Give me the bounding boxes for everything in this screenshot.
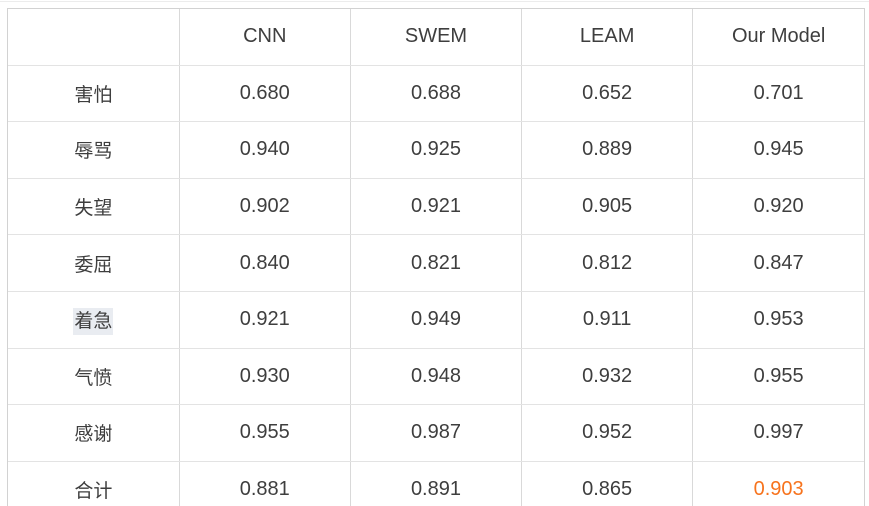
total-row: 合计 0.881 0.891 0.865 0.903 (8, 461, 864, 506)
row-label: 气愤 (8, 348, 180, 406)
table-row: 气愤 0.930 0.948 0.932 0.955 (8, 348, 864, 406)
cell-value: 0.905 (521, 178, 694, 236)
cell-value: 0.920 (692, 178, 864, 236)
results-table: CNN SWEM LEAM Our Model 害怕 0.680 0.688 0… (7, 8, 865, 506)
page-top-divider (0, 1, 869, 2)
cell-value: 0.955 (179, 404, 351, 462)
cell-value: 0.997 (692, 404, 864, 462)
corner-cell (8, 9, 180, 66)
cell-value: 0.889 (521, 121, 694, 179)
column-header-swem: SWEM (350, 9, 523, 66)
cell-value: 0.945 (692, 121, 864, 179)
table-row: 委屈 0.840 0.821 0.812 0.847 (8, 234, 864, 292)
row-label-text-highlighted: 着急 (73, 308, 114, 336)
row-label-text: 委屈 (74, 254, 113, 276)
cell-value: 0.940 (179, 121, 351, 179)
table-row: 感谢 0.955 0.987 0.952 0.997 (8, 404, 864, 462)
cell-value: 0.840 (179, 234, 351, 292)
cell-value: 0.911 (521, 291, 694, 349)
row-label-text: 气愤 (74, 367, 113, 389)
cell-value: 0.921 (350, 178, 523, 236)
cell-value: 0.949 (350, 291, 523, 349)
cell-value: 0.881 (179, 461, 351, 506)
row-label: 辱骂 (8, 121, 180, 179)
cell-value: 0.930 (179, 348, 351, 406)
row-label: 感谢 (8, 404, 180, 462)
cell-value: 0.955 (692, 348, 864, 406)
cell-value: 0.952 (521, 404, 694, 462)
cell-value-accent: 0.903 (753, 478, 804, 501)
cell-value: 0.987 (350, 404, 523, 462)
table-row: 失望 0.902 0.921 0.905 0.920 (8, 178, 864, 236)
row-label: 委屈 (8, 234, 180, 292)
cell-value: 0.847 (692, 234, 864, 292)
row-label-text: 辱骂 (74, 141, 113, 163)
cell-value: 0.865 (521, 461, 694, 506)
cell-value: 0.902 (179, 178, 351, 236)
cell-value: 0.652 (521, 65, 694, 123)
cell-value: 0.688 (350, 65, 523, 123)
table-row: 辱骂 0.940 0.925 0.889 0.945 (8, 121, 864, 179)
cell-value: 0.821 (350, 234, 523, 292)
cell-value: 0.932 (521, 348, 694, 406)
row-label-text: 合计 (74, 481, 113, 503)
cell-value: 0.812 (521, 234, 694, 292)
row-label: 害怕 (8, 65, 180, 123)
row-label: 合计 (8, 461, 180, 506)
column-header-our-model: Our Model (692, 9, 864, 66)
row-label: 着急 (8, 291, 180, 349)
table-row: 害怕 0.680 0.688 0.652 0.701 (8, 65, 864, 123)
cell-value: 0.925 (350, 121, 523, 179)
row-label-text: 感谢 (74, 424, 113, 446)
cell-value: 0.953 (692, 291, 864, 349)
row-label-text: 失望 (74, 198, 113, 220)
table-row: 着急 0.921 0.949 0.911 0.953 (8, 291, 864, 349)
cell-value: 0.921 (179, 291, 351, 349)
row-label-text: 害怕 (74, 84, 113, 106)
header-row: CNN SWEM LEAM Our Model (8, 9, 864, 66)
cell-value: 0.680 (179, 65, 351, 123)
column-header-leam: LEAM (521, 9, 694, 66)
cell-value: 0.891 (350, 461, 523, 506)
row-label: 失望 (8, 178, 180, 236)
cell-value: 0.948 (350, 348, 523, 406)
column-header-cnn: CNN (179, 9, 351, 66)
cell-value: 0.701 (692, 65, 864, 123)
results-table-grid: CNN SWEM LEAM Our Model 害怕 0.680 0.688 0… (8, 9, 864, 506)
